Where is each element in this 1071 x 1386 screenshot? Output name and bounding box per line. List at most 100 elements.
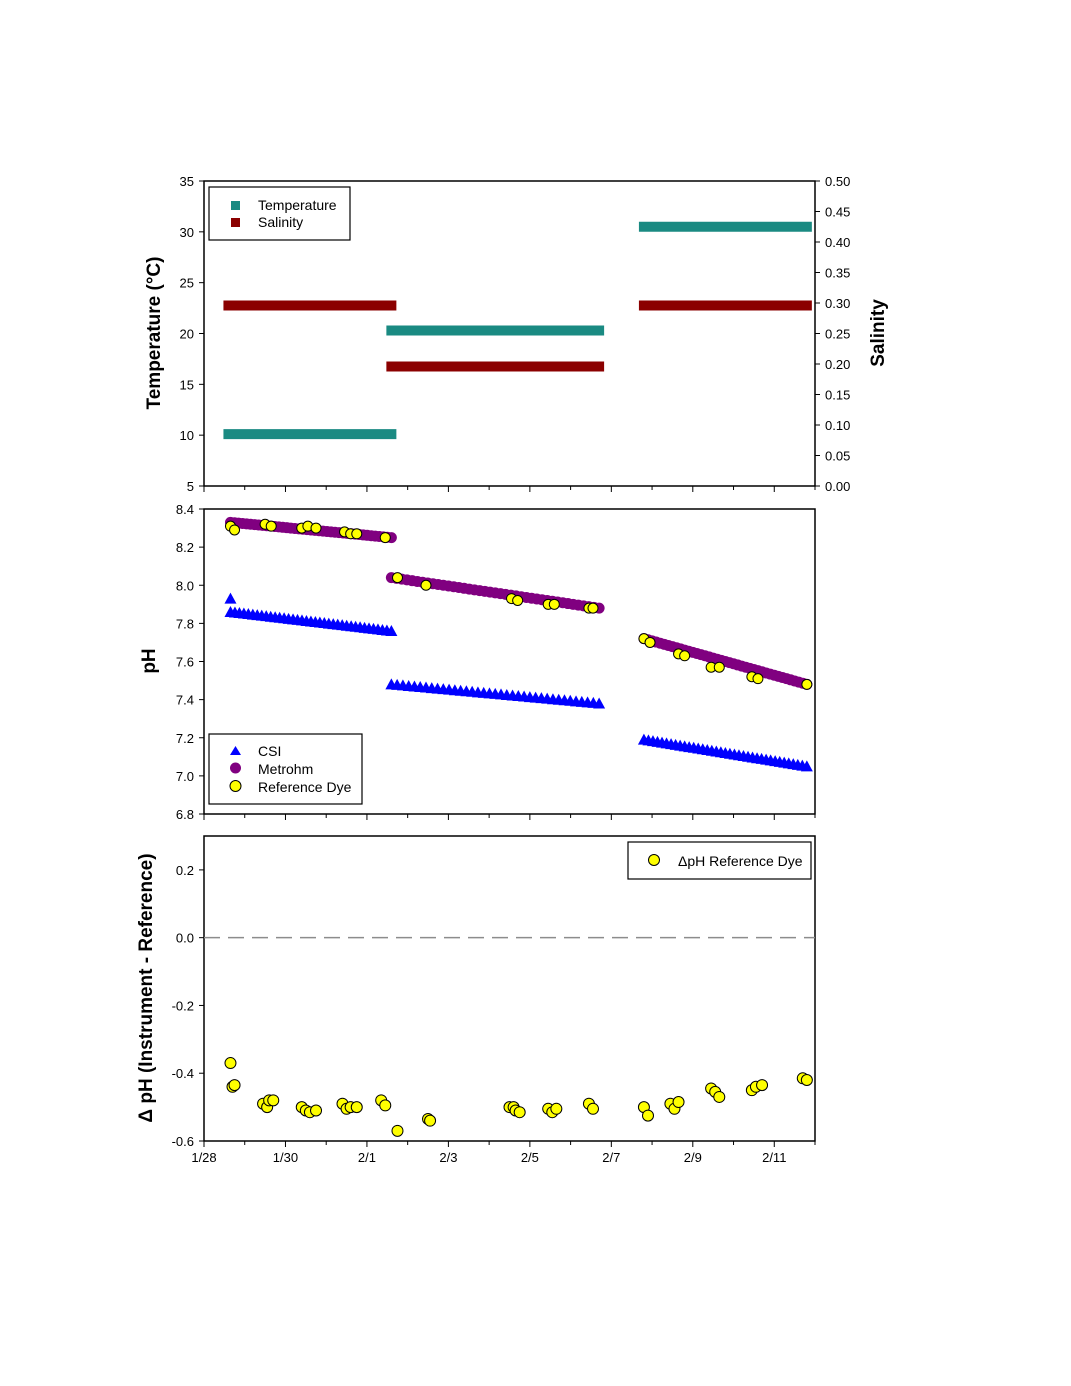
y-left-bottom-tick-label-3: 0.0 <box>176 931 194 946</box>
y-axis-left-bottom: -0.6 -0.4 -0.2 0.0 0.2 <box>172 863 204 1149</box>
y-left-middle-tick-label-7: 8.2 <box>176 540 194 555</box>
y-left-middle-tick-label-6: 8.0 <box>176 578 194 593</box>
temp-salinity-series <box>223 221 812 440</box>
y-left-bottom-tick-label-0: -0.6 <box>172 1134 194 1149</box>
y-left-bottom-tick-label-1: -0.4 <box>172 1066 194 1081</box>
y-left-middle-tick-label-0: 6.8 <box>176 807 194 822</box>
reference-dye-point <box>512 595 524 606</box>
reference-dye-point <box>265 520 277 532</box>
csi-point <box>593 697 606 709</box>
reference-dye-point <box>379 532 391 544</box>
delta-ph-point <box>587 1102 600 1115</box>
delta-ph-point <box>756 1079 769 1092</box>
delta-ph-point <box>224 1057 237 1070</box>
y-left-top-tick-label-1: 10 <box>180 428 194 443</box>
reference-dye-point <box>713 661 725 673</box>
delta-ph-point <box>713 1090 726 1103</box>
x-tick-label-7: 2/11 <box>762 1150 786 1165</box>
y-axis-left-top: 5 10 15 20 25 30 35 <box>180 174 204 494</box>
legend-temperature-marker <box>231 201 240 210</box>
legend-csi-label: CSI <box>258 743 281 759</box>
y-left-top-tick-label-2: 15 <box>180 377 194 392</box>
y-left-top-tick-label-0: 5 <box>187 479 194 494</box>
y-left-top-tick-label-3: 20 <box>180 327 194 342</box>
x-tick-label-0: 1/28 <box>191 1150 216 1165</box>
csi-point <box>800 760 813 772</box>
legend-salinity-marker <box>231 218 240 227</box>
delta-ph-point <box>672 1096 685 1109</box>
delta-ph-point <box>379 1099 392 1112</box>
y-right-top-tick-label-8: 0.40 <box>825 235 850 250</box>
reference-dye-point <box>679 650 691 662</box>
x-tick-label-3: 2/3 <box>439 1150 457 1165</box>
y-axis-label-salinity: Salinity <box>868 299 889 367</box>
legend-delta-ph-label: ΔpH Reference Dye <box>678 853 803 869</box>
delta-ph-point <box>267 1094 280 1107</box>
legend-reference-dye-label: Reference Dye <box>258 779 352 795</box>
legend-bottom: ΔpH Reference Dye <box>627 841 812 880</box>
delta-ph-point <box>550 1102 563 1115</box>
x-tick-label-6: 2/9 <box>684 1150 702 1165</box>
csi-point <box>224 592 237 604</box>
reference-dye-point <box>752 673 764 685</box>
y-right-top-tick-label-0: 0.00 <box>825 479 850 494</box>
reference-dye-point <box>587 602 599 614</box>
y-left-middle-tick-label-5: 7.8 <box>176 616 194 631</box>
delta-ph-point <box>391 1124 404 1137</box>
legend-salinity-label: Salinity <box>258 214 303 230</box>
delta-ph-point <box>513 1106 526 1119</box>
y-left-bottom-tick-label-4: 0.2 <box>176 863 194 878</box>
legend-reference-dye-marker <box>229 780 242 792</box>
y-left-top-tick-label-5: 30 <box>180 225 194 240</box>
ph-series <box>224 516 813 772</box>
delta-ph-point <box>228 1079 241 1092</box>
y-left-middle-tick-label-3: 7.4 <box>176 693 194 708</box>
y-right-top-tick-label-9: 0.45 <box>825 205 850 220</box>
y-axis-label-ph: pH <box>139 648 160 673</box>
legend-delta-ph-marker <box>648 854 660 866</box>
panel-ph: 6.8 7.0 7.2 7.4 7.6 7.8 8.0 8.2 8.4 pH CSI Metro… <box>139 502 816 822</box>
reference-dye-point <box>548 598 560 610</box>
y-right-top-tick-label-10: 0.50 <box>825 174 850 189</box>
reference-dye-point <box>420 579 432 591</box>
delta-ph-point <box>350 1101 363 1114</box>
x-tick-label-1: 1/30 <box>273 1150 298 1165</box>
y-axis-label-temperature: Temperature (°C) <box>144 257 165 410</box>
y-right-top-tick-label-7: 0.35 <box>825 266 850 281</box>
y-left-top-tick-label-6: 35 <box>180 174 194 189</box>
legend-metrohm-label: Metrohm <box>258 761 313 777</box>
reference-dye-point <box>801 678 813 690</box>
y-axis-right-top: 0.00 0.05 0.10 0.15 0.20 0.25 0.30 0.35 0.40 0.45… <box>815 174 850 494</box>
x-ticks-middle <box>203 814 816 820</box>
y-right-top-tick-label-6: 0.30 <box>825 296 850 311</box>
delta-ph-series <box>224 1057 813 1137</box>
y-left-middle-tick-label-4: 7.6 <box>176 655 194 670</box>
y-left-bottom-tick-label-2: -0.2 <box>172 998 194 1013</box>
legend-csi-marker <box>230 746 241 755</box>
y-left-middle-tick-label-8: 8.4 <box>176 502 194 517</box>
reference-dye-point <box>351 528 363 540</box>
x-axis-bottom: 1/28 1/30 2/1 2/3 2/5 2/7 2/9 2/11 <box>191 1141 816 1165</box>
y-left-top-tick-label-4: 25 <box>180 276 194 291</box>
delta-ph-point <box>310 1104 323 1117</box>
x-tick-label-4: 2/5 <box>521 1150 539 1165</box>
reference-dye-point <box>229 524 241 536</box>
delta-ph-point <box>641 1109 654 1122</box>
y-left-middle-tick-label-2: 7.2 <box>176 731 194 746</box>
x-ticks-top <box>203 486 816 492</box>
y-right-top-tick-label-4: 0.20 <box>825 357 850 372</box>
legend-top: Temperature Salinity <box>208 186 351 241</box>
reference-dye-point <box>310 522 322 534</box>
reference-dye-point <box>391 572 403 584</box>
x-tick-label-2: 2/1 <box>358 1150 376 1165</box>
csi-point <box>385 625 398 636</box>
legend-middle: CSI Metrohm Reference Dye <box>208 733 363 805</box>
delta-ph-point <box>424 1114 437 1127</box>
y-left-middle-tick-label-1: 7.0 <box>176 769 194 784</box>
y-right-top-tick-label-5: 0.25 <box>825 327 850 342</box>
y-right-top-tick-label-1: 0.05 <box>825 449 850 464</box>
legend-temperature-label: Temperature <box>258 197 337 213</box>
x-tick-label-5: 2/7 <box>602 1150 620 1165</box>
y-axis-label-delta-ph: Δ pH (Instrument - Reference) <box>136 853 157 1122</box>
